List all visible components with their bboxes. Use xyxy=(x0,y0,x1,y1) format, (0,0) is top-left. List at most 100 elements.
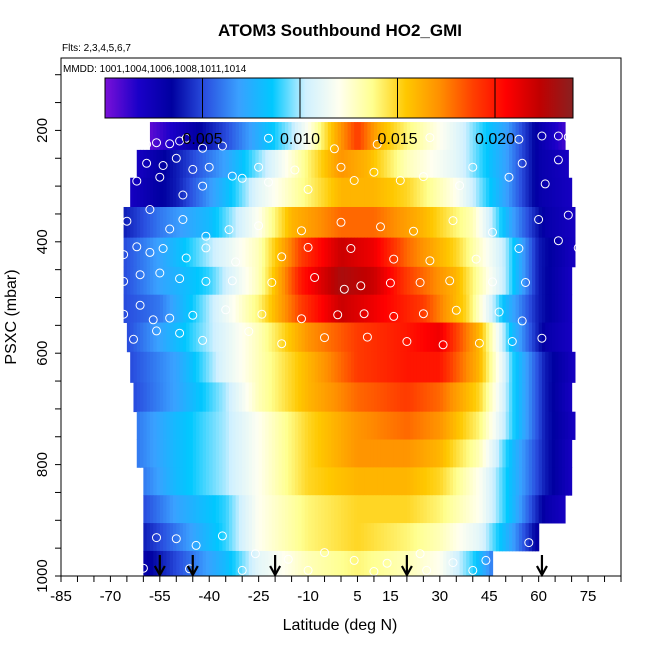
heatmap-cell xyxy=(373,495,378,524)
heatmap-cell xyxy=(509,237,513,268)
heatmap-cell xyxy=(222,467,227,496)
heatmap-cell xyxy=(199,322,204,353)
heatmap-cell xyxy=(489,523,494,552)
heatmap-cell xyxy=(532,439,536,468)
heatmap-cell xyxy=(565,266,569,296)
heatmap-cell xyxy=(268,122,273,151)
heatmap-cell xyxy=(265,495,270,524)
heatmap-cell xyxy=(413,266,418,296)
heatmap-cell xyxy=(311,294,316,323)
heatmap-cell xyxy=(173,177,177,208)
heatmap-cell xyxy=(258,523,263,552)
observation-point xyxy=(320,548,329,558)
heatmap-cell xyxy=(324,411,329,440)
heatmap-cell xyxy=(528,177,533,208)
heatmap-cell xyxy=(373,237,378,268)
heatmap-cell xyxy=(373,322,378,353)
observation-point xyxy=(152,533,161,543)
heatmap-cell xyxy=(495,122,500,151)
observation-point xyxy=(165,224,175,234)
heatmap-cell xyxy=(545,149,550,179)
heatmap-cell xyxy=(314,550,319,576)
heatmap-cell xyxy=(406,206,411,239)
heatmap-cell xyxy=(360,523,365,552)
heatmap-cell xyxy=(265,237,270,268)
heatmap-cell xyxy=(255,495,260,524)
heatmap-cell xyxy=(548,206,553,239)
heatmap-cell xyxy=(502,467,507,496)
heatmap-cell xyxy=(380,411,385,440)
heatmap-cell xyxy=(252,237,256,268)
heatmap-cell xyxy=(565,351,569,383)
heatmap-cell xyxy=(163,149,168,179)
heatmap-cell xyxy=(212,206,217,239)
heatmap-cell xyxy=(344,495,349,524)
heatmap-cell xyxy=(238,495,243,524)
heatmap-cell xyxy=(538,411,543,440)
heatmap-cell xyxy=(360,177,365,208)
heatmap-cell xyxy=(512,177,517,208)
heatmap-cell xyxy=(179,411,184,440)
heatmap-cell xyxy=(334,149,339,179)
observation-point xyxy=(79,273,89,283)
heatmap-cell xyxy=(548,495,553,524)
heatmap-cell xyxy=(324,523,329,552)
heatmap-cell xyxy=(354,237,359,268)
heatmap-cell xyxy=(222,177,227,208)
heatmap-cell xyxy=(436,237,441,268)
heatmap-cell xyxy=(420,206,424,239)
heatmap-cell xyxy=(153,177,158,208)
heatmap-cell xyxy=(499,149,504,179)
heatmap-cell xyxy=(331,495,336,524)
heatmap-cell xyxy=(222,495,227,524)
heatmap-cell xyxy=(281,294,286,323)
heatmap-cell xyxy=(509,266,513,296)
heatmap-cell xyxy=(281,523,286,552)
heatmap-cell xyxy=(426,351,431,383)
observation-point xyxy=(329,144,339,154)
heatmap-cell xyxy=(169,495,174,524)
heatmap-cell xyxy=(535,467,540,496)
heatmap-cell xyxy=(196,122,200,151)
heatmap-cell xyxy=(222,149,227,179)
heatmap-cell xyxy=(301,495,306,524)
observation-point xyxy=(115,139,125,149)
heatmap-cell xyxy=(146,439,151,468)
heatmap-cell xyxy=(143,177,148,208)
heatmap-cell xyxy=(265,177,270,208)
heatmap-cell xyxy=(252,206,256,239)
heatmap-cell xyxy=(173,495,177,524)
heatmap-cell xyxy=(565,467,569,496)
heatmap-cell xyxy=(535,149,540,179)
heatmap-cell xyxy=(505,294,510,323)
colorbar-tick-label: 0.015 xyxy=(377,131,417,148)
heatmap-cell xyxy=(469,206,474,239)
heatmap-cell xyxy=(360,206,365,239)
heatmap-cell xyxy=(146,411,151,440)
heatmap-cell xyxy=(551,382,556,413)
heatmap-cell xyxy=(387,149,392,179)
heatmap-cell xyxy=(472,322,477,353)
heatmap-cell xyxy=(538,206,543,239)
heatmap-cell xyxy=(446,206,451,239)
heatmap-cell xyxy=(232,177,237,208)
heatmap-cell xyxy=(179,294,184,323)
heatmap-cell xyxy=(373,467,378,496)
heatmap-cell xyxy=(357,177,362,208)
heatmap-cell xyxy=(397,411,401,440)
observation-point xyxy=(389,311,399,321)
heatmap-cell xyxy=(397,122,401,151)
heatmap-cell xyxy=(156,523,161,552)
heatmap-cell xyxy=(337,351,342,383)
heatmap-cell xyxy=(209,495,214,524)
heatmap-cell xyxy=(482,550,487,576)
heatmap-cell xyxy=(426,122,431,151)
heatmap-cell xyxy=(397,382,401,413)
heatmap-cell xyxy=(545,411,550,440)
heatmap-cell xyxy=(192,206,197,239)
heatmap-cell xyxy=(472,467,477,496)
heatmap-cell xyxy=(446,411,451,440)
observation-point xyxy=(79,154,89,164)
heatmap-cell xyxy=(423,237,428,268)
heatmap-cell xyxy=(153,550,158,576)
